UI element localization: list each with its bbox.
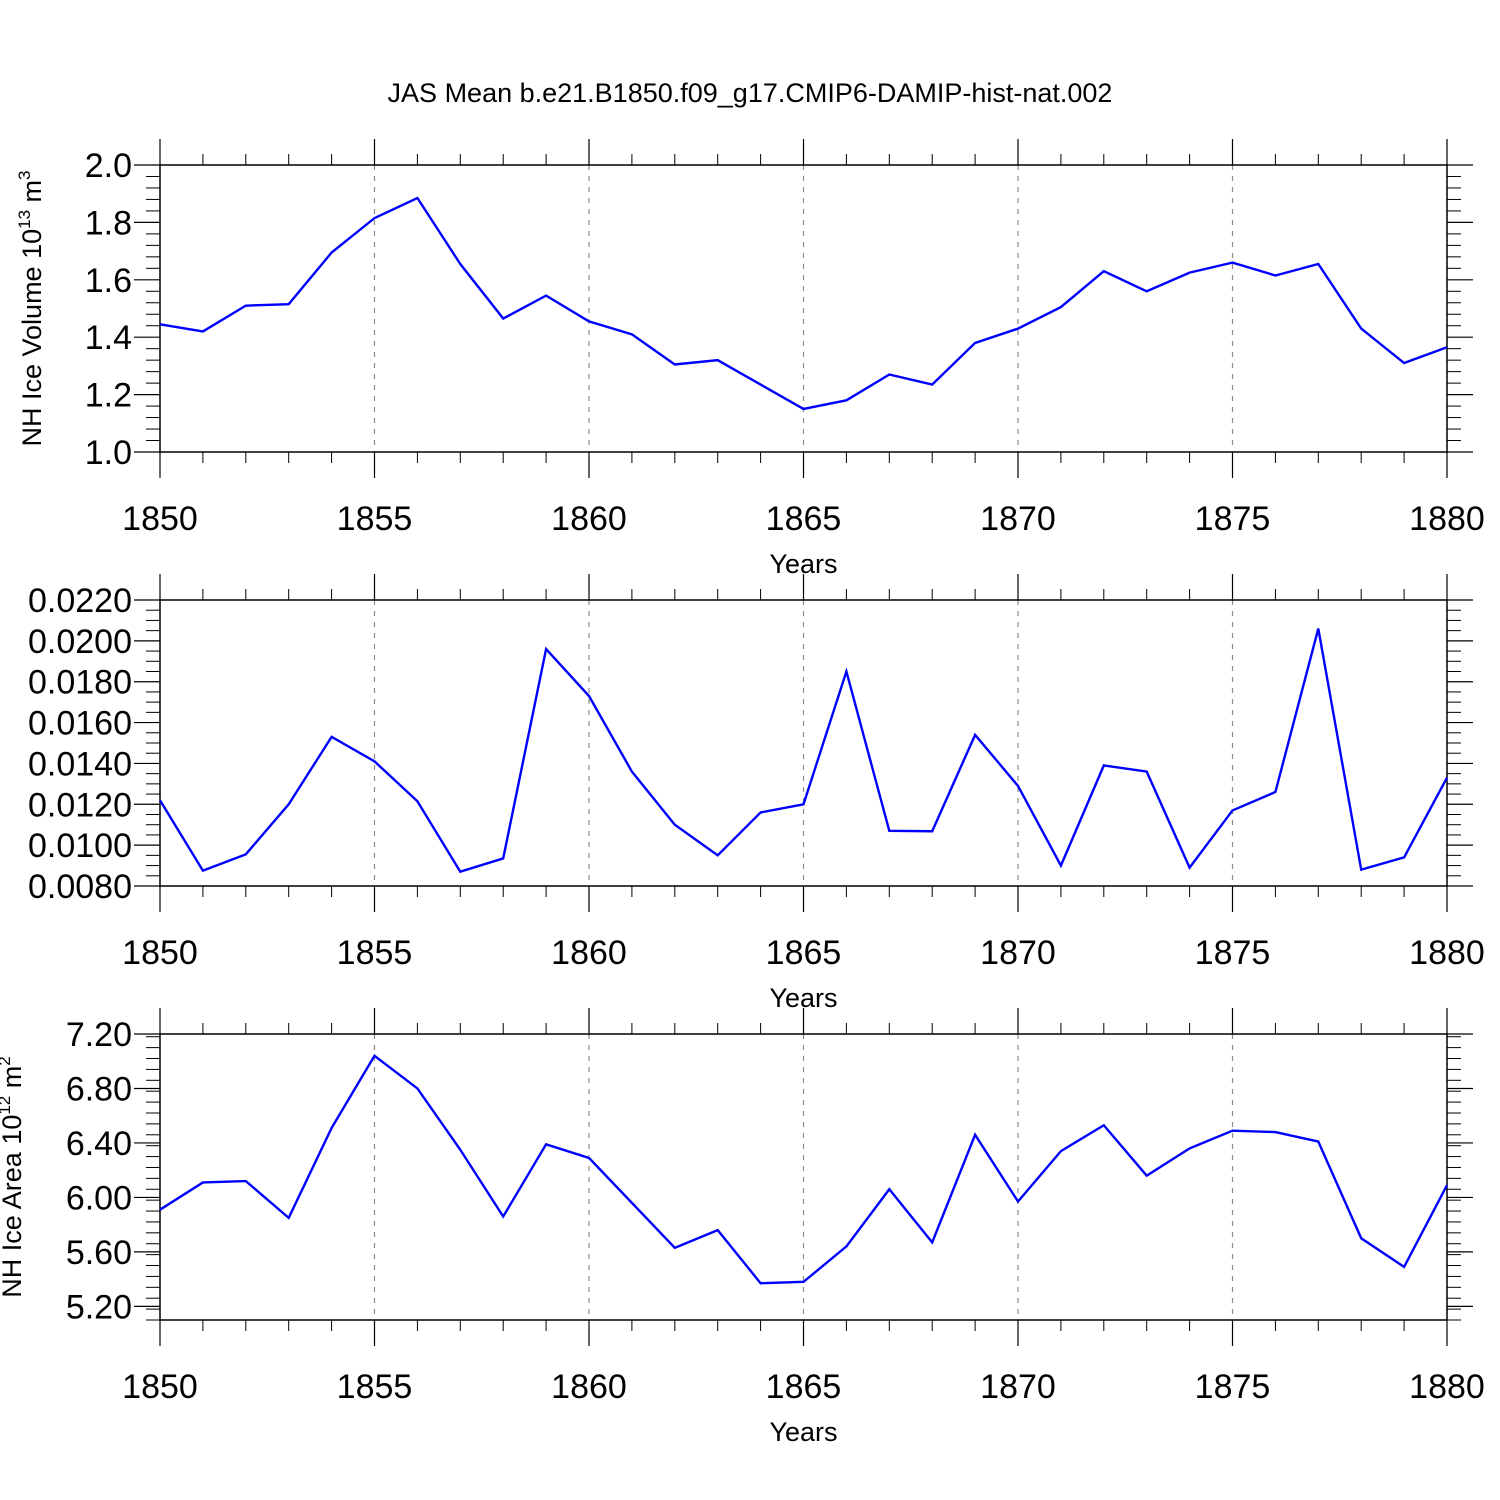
- y-tick-label: 0.0140: [28, 745, 132, 783]
- panel-volume: 1.0 1.2 1.4 1.6 1.8 2.0 1850 1855 1860 1865 1870 18…: [15, 139, 1485, 579]
- x-tick-label: 1865: [766, 500, 842, 538]
- y-tick-label: 7.20: [66, 1016, 132, 1054]
- x-axis-title: Years: [769, 1417, 837, 1447]
- x-tick-label: 1870: [980, 500, 1056, 538]
- y-tick-label: 0.0180: [28, 664, 132, 702]
- y-tick-label: 0.0120: [28, 786, 132, 824]
- x-tick-label: 1870: [980, 1368, 1056, 1406]
- y-tick-label: 6.00: [66, 1179, 132, 1217]
- x-tick-label: 1850: [122, 934, 198, 972]
- y-tick-label: 1.8: [85, 204, 132, 242]
- x-tick-label: 1875: [1195, 1368, 1271, 1406]
- y-axis-title: NH Ice Volume 1013 m3: [15, 171, 47, 447]
- plot-frame: [159, 164, 1448, 453]
- x-tick-label: 1855: [337, 500, 413, 538]
- y-tick-label: 6.40: [66, 1125, 132, 1163]
- y-tick-label: 1.4: [85, 319, 132, 357]
- y-tick-label: 5.20: [66, 1288, 132, 1326]
- y-axis-title: NH Ice Area 1012 m2: [0, 1056, 27, 1297]
- plot-frame: [159, 1033, 1448, 1321]
- x-tick-label: 1865: [766, 1368, 842, 1406]
- y-tick-label: 1.2: [85, 377, 132, 415]
- x-tick-label: 1855: [337, 1368, 413, 1406]
- plot-frame: [159, 599, 1448, 887]
- x-tick-label: 1880: [1409, 1368, 1485, 1406]
- panel-thickness: 0.00800.01000.01200.01400.01600.01800.02…: [28, 574, 1485, 1013]
- y-tick-label: 0.0160: [28, 705, 132, 743]
- x-tick-label: 1870: [980, 934, 1056, 972]
- chart-title: JAS Mean b.e21.B1850.f09_g17.CMIP6-DAMIP…: [388, 78, 1113, 108]
- x-tick-label: 1860: [551, 1368, 627, 1406]
- y-tick-label: 2.0: [85, 147, 132, 185]
- x-tick-label: 1875: [1195, 934, 1271, 972]
- x-tick-label: 1865: [766, 934, 842, 972]
- y-tick-label: 0.0220: [28, 582, 132, 620]
- x-tick-label: 1880: [1409, 934, 1485, 972]
- y-tick-label: 0.0080: [28, 868, 132, 906]
- y-tick-label: 0.0200: [28, 623, 132, 661]
- x-tick-label: 1850: [122, 1368, 198, 1406]
- x-tick-label: 1880: [1409, 500, 1485, 538]
- y-tick-label: 6.80: [66, 1070, 132, 1108]
- y-tick-label: 1.6: [85, 262, 132, 300]
- x-tick-label: 1860: [551, 934, 627, 972]
- y-tick-label: 5.60: [66, 1234, 132, 1272]
- panel-area: 5.20 5.60 6.00 6.40 6.80 7.20 1850 1855 1860 1865…: [0, 1008, 1485, 1447]
- x-tick-label: 1850: [122, 500, 198, 538]
- x-tick-label: 1860: [551, 500, 627, 538]
- x-tick-label: 1855: [337, 934, 413, 972]
- x-tick-label: 1875: [1195, 500, 1271, 538]
- y-tick-label: 0.0100: [28, 827, 132, 865]
- y-tick-label: 1.0: [85, 434, 132, 472]
